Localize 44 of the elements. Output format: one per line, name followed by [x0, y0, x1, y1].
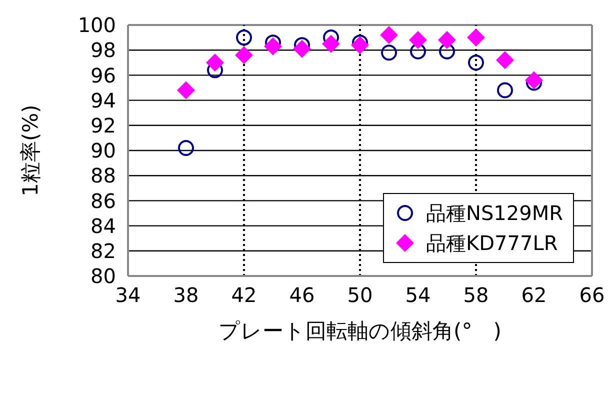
- x-tick-label: 50: [347, 283, 373, 308]
- y-tick-label: 84: [90, 214, 116, 238]
- y-tick-label: 80: [90, 264, 116, 288]
- point: [293, 40, 311, 58]
- x-tick-label: 34: [115, 283, 141, 308]
- point: [178, 140, 194, 156]
- point: [438, 31, 456, 50]
- legend-label: 品種NS129MR: [426, 200, 563, 226]
- point: [177, 81, 195, 100]
- x-axis-title: プレート回転軸の傾斜角(° ): [218, 319, 502, 343]
- point: [467, 28, 485, 47]
- x-tick-label: 66: [579, 283, 605, 308]
- x-tick-label: 62: [521, 283, 547, 308]
- y-tick-label: 100: [78, 13, 116, 38]
- y-tick-label: 82: [90, 239, 116, 263]
- point: [381, 44, 397, 61]
- point: [351, 36, 369, 54]
- y-tick-label: 90: [90, 138, 116, 163]
- x-tick-label: 42: [231, 283, 257, 308]
- point: [264, 37, 282, 56]
- y-tick-label: 86: [90, 188, 116, 213]
- point: [468, 54, 484, 71]
- x-tick-label: 46: [289, 283, 315, 308]
- point: [206, 54, 224, 72]
- point: [380, 26, 398, 44]
- x-tick-label: 58: [463, 283, 489, 308]
- point: [496, 51, 514, 70]
- x-tick-label: 38: [173, 283, 199, 308]
- point: [235, 46, 253, 64]
- y-axis-title: 1粒率(%): [18, 104, 42, 196]
- y-tick-label: 96: [90, 63, 116, 88]
- y-tick-label: 94: [90, 88, 116, 112]
- point: [497, 82, 513, 98]
- point: [439, 43, 455, 60]
- y-tick-label: 88: [90, 164, 116, 188]
- point: [236, 30, 252, 46]
- point: [525, 71, 543, 90]
- legend-label: 品種KD777LR: [426, 230, 558, 256]
- x-tick-label: 54: [405, 283, 431, 308]
- point: [322, 34, 340, 53]
- point: [409, 31, 427, 50]
- point: [410, 43, 426, 60]
- y-tick-label: 92: [90, 114, 116, 138]
- y-tick-label: 98: [90, 38, 116, 62]
